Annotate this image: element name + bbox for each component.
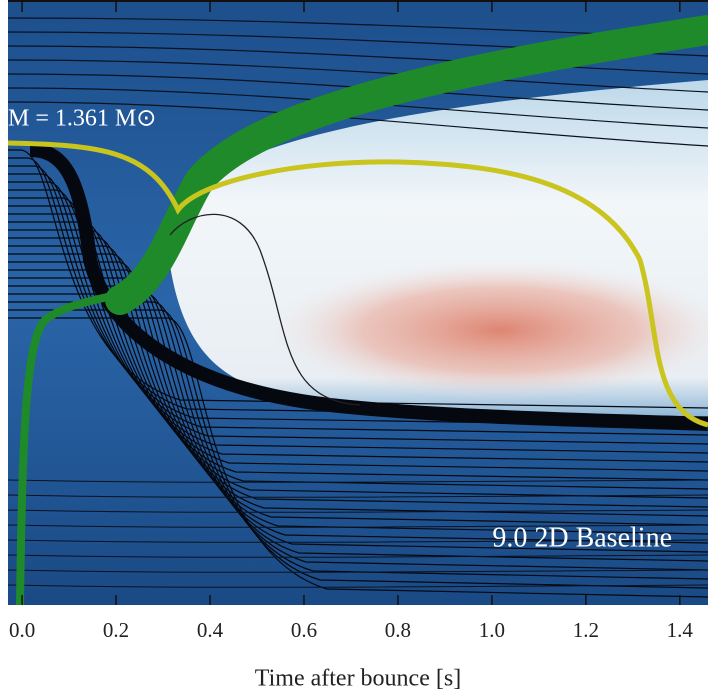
mass-shell: [8, 157, 708, 418]
model-annotation: 9.0 2D Baseline: [492, 522, 672, 553]
x-tick-label: 0.0: [9, 618, 35, 642]
mass-shell: [7, 45, 708, 75]
mass-shell: [7, 509, 708, 513]
mass-annotation: M = 1.361 M⊙: [8, 106, 156, 132]
x-tick-label: 0.6: [291, 618, 317, 642]
x-tick-label: 0.8: [385, 618, 411, 642]
mass-shell: [7, 101, 708, 147]
mass-shell: [8, 317, 708, 598]
x-tick-label: 0.2: [103, 618, 129, 642]
mass-shell: [7, 494, 708, 498]
mass-shell: [7, 584, 708, 588]
mass-shell: [7, 539, 708, 543]
mass-shell: [8, 149, 708, 409]
mass-shell: [7, 524, 708, 528]
x-tick-label: 1.0: [479, 618, 505, 642]
x-tick-label: 1.2: [573, 618, 599, 642]
x-axis-label: Time after bounce [s]: [255, 666, 461, 692]
hot-region: [270, 260, 708, 400]
mass-shell: [8, 197, 708, 463]
mass-shells: [7, 17, 708, 598]
shock-band: [105, 15, 708, 315]
x-tick-label: 1.4: [667, 618, 694, 642]
mass-shell: [7, 554, 708, 558]
gain-radius: [7, 140, 708, 428]
shell-trajectory: [169, 213, 361, 406]
x-tick-label: 0.4: [197, 618, 224, 642]
mass-shell: [7, 479, 708, 483]
mass-shell: [7, 59, 708, 93]
mass-shell: [8, 301, 708, 580]
dense-band: [29, 143, 708, 431]
mass-shell: [8, 261, 708, 535]
mass-shell: [8, 309, 708, 589]
x-axis: 0.0 0.2 0.4 0.6 0.8 1.0 1.2 1.4: [9, 0, 693, 642]
mass-shell: [8, 165, 708, 427]
mass-shell: [8, 293, 708, 571]
mass-shell: [7, 569, 708, 573]
